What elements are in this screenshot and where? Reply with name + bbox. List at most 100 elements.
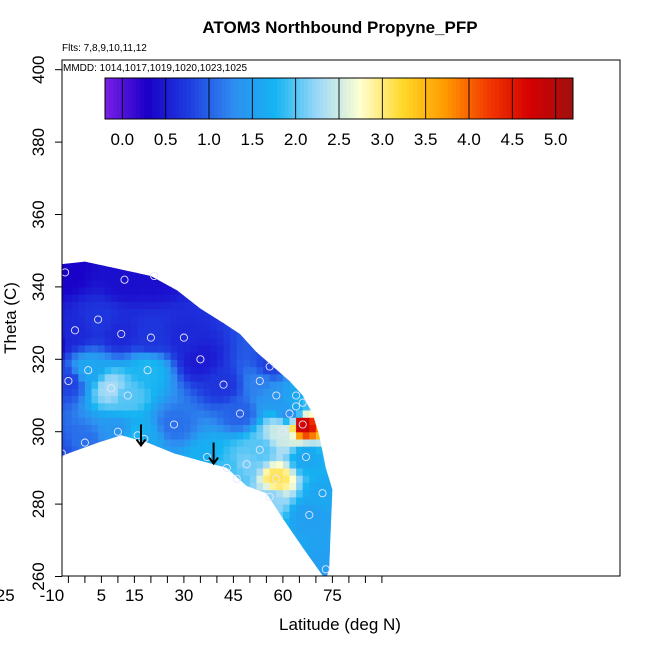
heatmap-cell [91,272,99,281]
heatmap-cell [71,417,79,425]
colorbar-segment [300,78,305,119]
heatmap-cell [6,258,13,266]
heatmap-cell [138,577,145,585]
heatmap-cell [282,424,291,433]
heatmap-cell [296,279,304,288]
heatmap-cell [39,519,46,527]
colorbar-segment [475,78,480,119]
heatmap-cell [98,467,106,476]
heatmap-cell [65,438,73,447]
heatmap-cell [71,460,79,469]
heatmap-cell [98,410,106,418]
heatmap-cell [84,460,93,469]
heatmap-cell [282,315,291,324]
heatmap-cell [216,554,225,563]
heatmap-cell [137,315,145,324]
heatmap-cell [65,496,73,505]
heatmap-cell [12,374,19,382]
heatmap-cell [91,511,99,520]
heatmap-cell [177,402,185,411]
heatmap-cell [91,330,99,339]
sample-marker [255,445,264,454]
heatmap-cell [0,439,6,447]
heatmap-cell [329,446,333,454]
heatmap-cell [302,417,310,425]
heatmap-cell [98,265,106,273]
heatmap-cell [39,453,46,461]
heatmap-cell [71,388,79,397]
heatmap-cell [150,265,159,273]
heatmap-cell [197,323,205,331]
sample-marker [272,474,281,483]
heatmap-cell [144,359,152,368]
heatmap-cell [0,475,6,483]
heatmap-cell [6,417,13,425]
heatmap-cell [336,577,343,585]
heatmap-cell [302,294,310,302]
heatmap-cell [236,373,244,382]
heatmap-cell [249,373,258,382]
heatmap-cell [6,403,13,411]
heatmap-cell [78,511,86,520]
heatmap-cell [236,359,244,368]
heatmap-cell [216,388,225,397]
heatmap-cell [183,446,192,454]
colorbar-segment [565,78,570,119]
heatmap-cell [52,468,59,476]
colorbar-segment [292,78,297,119]
heatmap-cell [98,388,106,397]
heatmap-cell [144,547,152,556]
heatmap-cell [210,323,218,331]
heatmap-cell [197,344,205,353]
heatmap-cell [197,402,205,411]
heatmap-cell [98,438,106,447]
heatmap-cell [223,496,231,505]
heatmap-cell [32,396,39,404]
colorbar-segment [440,78,445,119]
heatmap-cell [177,438,185,447]
heatmap-cell [289,438,297,447]
heatmap-cell [150,417,159,425]
heatmap-cell [190,373,198,382]
heatmap-cell [276,525,284,534]
heatmap-cell [236,417,244,425]
heatmap-cell [26,265,33,273]
colorbar-segment [534,78,539,119]
heatmap-cell [315,511,324,520]
heatmap-cell [84,301,93,310]
heatmap-cell [322,294,330,302]
heatmap-cell [65,424,73,433]
heatmap-cell [329,279,333,288]
heatmap-cell [289,337,297,346]
heatmap-cell [197,330,205,339]
heatmap-cell [249,359,258,368]
heatmap-cell [243,286,251,295]
heatmap-cell [78,554,86,563]
heatmap-cell [111,467,119,476]
heatmap-cell [104,286,112,295]
heatmap-cell [98,373,106,382]
heatmap-cell [98,431,106,440]
heatmap-cell [183,388,192,397]
heatmap-cell [296,504,304,512]
heatmap-cell [315,265,324,273]
heatmap-cell [177,431,185,440]
heatmap-cell [111,431,119,440]
heatmap-cell [323,251,330,259]
heatmap-cell [52,367,59,375]
heatmap-cell [124,446,132,454]
heatmap-cell [39,403,46,411]
heatmap-cell [111,315,119,324]
colorbar-segment [335,78,340,119]
heatmap-cell [111,366,119,375]
heatmap-cell [52,475,59,483]
heatmap-cell [257,251,264,259]
colorbar: 0.0 0.5 1.0 1.5 2.0 2.5 3.0 3.5 4.0 4.5 5.0 [104,77,574,149]
heatmap-cell [71,489,79,498]
heatmap-cell [0,533,6,541]
colorbar-segment [545,78,551,119]
heatmap-cell [72,584,79,592]
heatmap-cell [0,497,6,505]
heatmap-cell [98,279,106,288]
sample-marker [202,452,212,462]
